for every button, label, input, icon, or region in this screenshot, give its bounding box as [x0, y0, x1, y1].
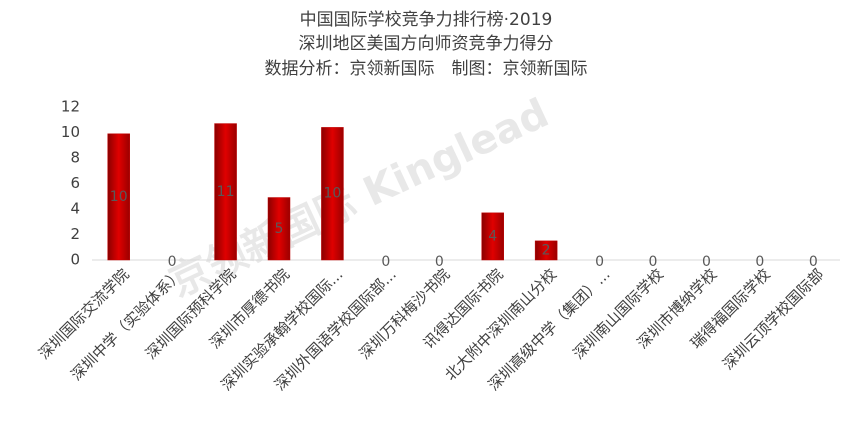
y-tick-label: 6	[70, 174, 80, 192]
x-tick-label: 深圳万科梅沙书院	[356, 265, 454, 363]
bar	[107, 133, 130, 261]
value-label: 2	[542, 242, 551, 258]
value-label: 5	[275, 221, 284, 237]
value-label: 0	[809, 254, 818, 270]
value-label: 0	[168, 254, 177, 270]
value-label: 0	[435, 254, 444, 270]
chart-title: 中国国际学校竞争力排行榜·2019	[300, 10, 553, 30]
y-tick-label: 12	[61, 98, 80, 116]
x-tick-label: 深圳南山国际学校	[569, 265, 667, 363]
value-label: 10	[324, 186, 342, 202]
bar	[481, 212, 504, 261]
value-label: 0	[381, 254, 390, 270]
bar	[267, 197, 291, 261]
value-label: 11	[217, 184, 235, 200]
bar	[214, 123, 237, 261]
y-tick-label: 10	[61, 123, 80, 141]
chart-credit: 数据分析：京领新国际 制图：京领新国际	[265, 59, 588, 79]
value-label: 10	[110, 189, 128, 205]
bar	[321, 127, 344, 261]
x-tick-label: 深圳云顶学校国际部	[719, 265, 827, 373]
value-label: 4	[488, 228, 497, 244]
value-label: 0	[595, 254, 604, 270]
x-tick-label: 深圳国际交流学院	[35, 265, 133, 363]
y-tick-label: 2	[70, 225, 80, 243]
value-label: 0	[755, 254, 764, 270]
value-label: 0	[649, 254, 658, 270]
y-tick-label: 8	[70, 149, 80, 167]
chart-subtitle: 深圳地区美国方向师资竞争力得分	[299, 34, 554, 54]
y-tick-label: 4	[70, 200, 80, 218]
value-label: 0	[702, 254, 711, 270]
bar	[534, 240, 558, 261]
y-tick-label: 0	[70, 251, 80, 269]
